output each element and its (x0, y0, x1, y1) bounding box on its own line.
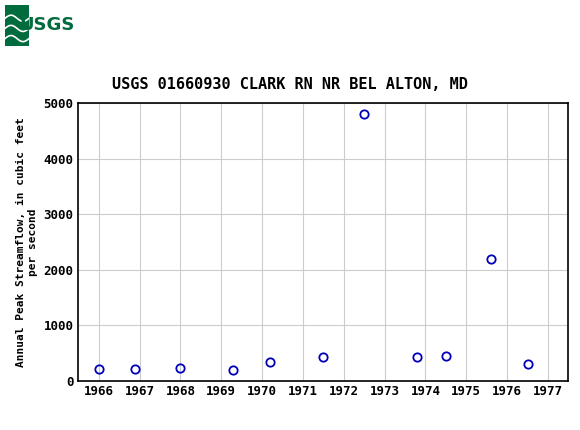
Text: USGS: USGS (19, 16, 75, 34)
FancyBboxPatch shape (4, 4, 72, 47)
Y-axis label: Annual Peak Streamflow, in cubic feet
per second: Annual Peak Streamflow, in cubic feet pe… (16, 117, 38, 367)
FancyBboxPatch shape (5, 5, 29, 46)
Text: USGS 01660930 CLARK RN NR BEL ALTON, MD: USGS 01660930 CLARK RN NR BEL ALTON, MD (112, 77, 468, 92)
